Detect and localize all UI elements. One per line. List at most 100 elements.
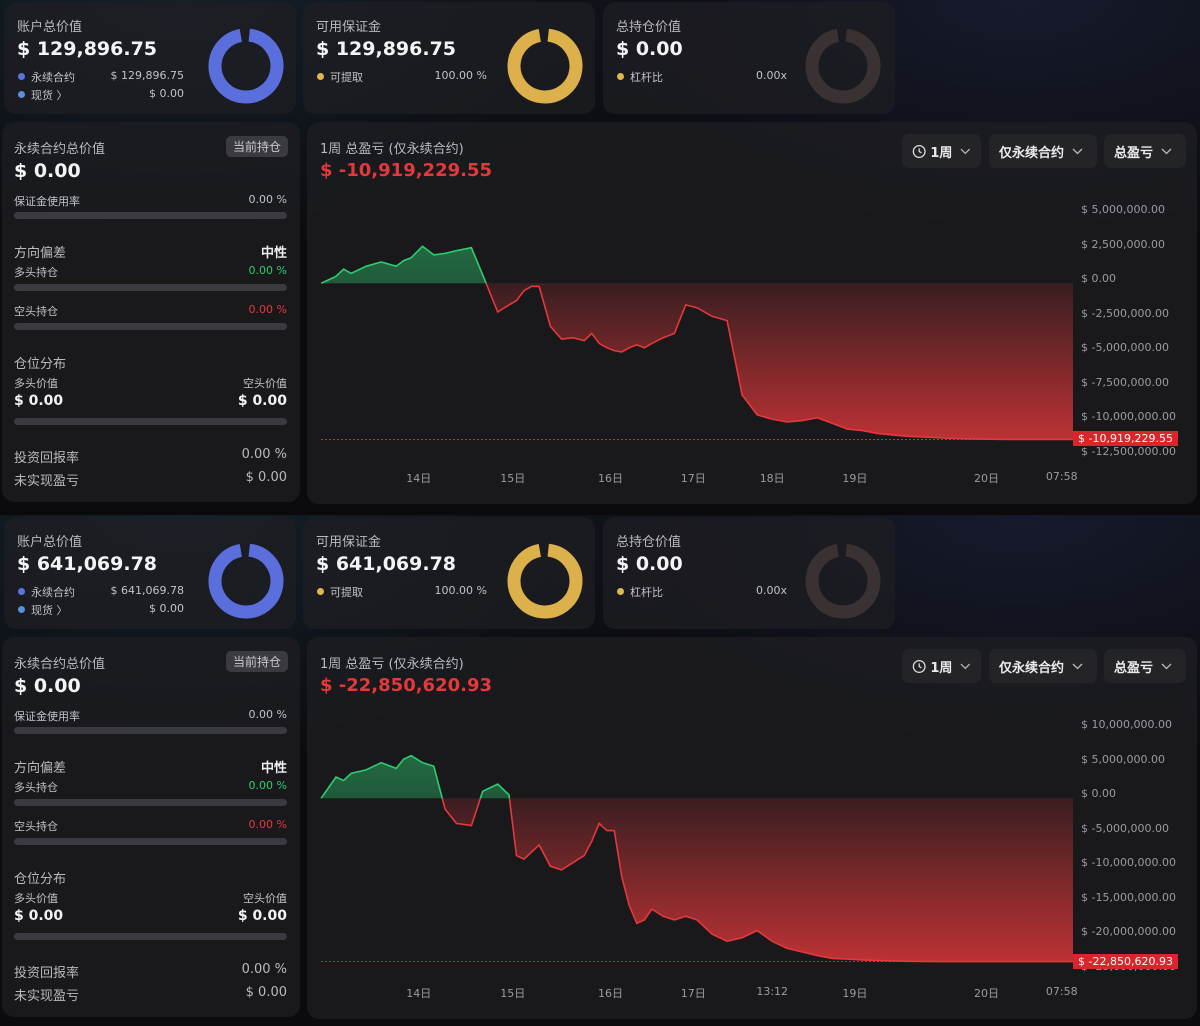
y-tick-label: $ -15,000,000.00: [1081, 890, 1176, 904]
legend-value-spot: $ 0.00: [149, 87, 184, 100]
profit-area: [321, 755, 510, 799]
position-donut-chart: [805, 28, 881, 104]
account-value: $ 641,069.78: [17, 553, 158, 575]
total-position-title: 总持仓价值: [616, 20, 682, 35]
scope-dropdown[interactable]: 仅永续合约: [989, 134, 1097, 168]
account-donut-chart: [208, 543, 284, 619]
long-position-label: 多头持仓: [14, 266, 58, 279]
long-position-bar: [14, 799, 287, 806]
margin-usage-bar: [14, 727, 287, 734]
pnl-area-chart: [320, 754, 1073, 963]
y-tick-label: $ 2,500,000.00: [1081, 237, 1165, 251]
perp-total-title: 永续合约总价值: [14, 657, 106, 672]
legend-value-perp: $ 641,069.78: [110, 584, 184, 597]
available-margin-value: $ 129,896.75: [316, 38, 457, 60]
pnl-total-value: $ -22,850,620.93: [320, 675, 493, 696]
short-position-bar: [14, 323, 287, 330]
legend-label-spot-link[interactable]: 现货 〉: [31, 89, 68, 102]
margin-usage-value: 0.00 %: [248, 708, 287, 721]
screenshot-panel: 账户总价值 $ 129,896.75 永续合约 $ 129,896.75 现货 …: [0, 0, 1200, 511]
period-dropdown[interactable]: 1周: [902, 134, 981, 168]
last-value-chip: $ -22,850,620.93: [1073, 953, 1178, 969]
direction-bias-value: 中性: [260, 246, 287, 261]
roi-value: 0.00 %: [241, 962, 287, 977]
loss-area: [321, 283, 1073, 440]
legend-dot: [617, 73, 624, 80]
perp-total-title: 永续合约总价值: [14, 142, 106, 157]
period-dropdown[interactable]: 1周: [902, 649, 981, 683]
short-position-bar: [14, 838, 287, 845]
legend-value-leverage: 0.00x: [755, 69, 787, 82]
long-value: $ 0.00: [14, 908, 64, 924]
y-tick-label: $ 0.00: [1081, 272, 1116, 286]
short-position-label: 空头持仓: [14, 820, 58, 833]
available-margin-title: 可用保证金: [316, 535, 382, 550]
x-tick-label: 19日: [842, 472, 868, 485]
x-tick-label: 17日: [680, 472, 706, 485]
short-position-label: 空头持仓: [14, 305, 58, 318]
y-tick-label: $ -20,000,000.00: [1081, 925, 1176, 939]
current-positions-button[interactable]: 当前持仓: [225, 136, 288, 157]
available-margin-title: 可用保证金: [316, 20, 382, 35]
account-value-title: 账户总价值: [17, 20, 83, 35]
legend-dot: [18, 606, 25, 613]
perp-summary-card: 永续合约总价值 当前持仓 $ 0.00 保证金使用率 0.00 % 方向偏差 中…: [2, 122, 300, 502]
total-position-card: 总持仓价值 $ 0.00 杠杆比 0.00x: [603, 2, 895, 114]
metric-label: 总盈亏: [1114, 145, 1154, 161]
legend-dot: [18, 588, 25, 595]
chevron-down-icon: [1072, 663, 1083, 669]
short-value: $ 0.00: [237, 393, 287, 409]
legend-value-leverage: 0.00x: [755, 584, 787, 597]
legend-value-withdrawable: 100.00 %: [434, 584, 487, 597]
direction-bias-title: 方向偏差: [14, 761, 67, 776]
account-value-card: 账户总价值 $ 129,896.75 永续合约 $ 129,896.75 现货 …: [4, 2, 296, 114]
loss-area: [321, 798, 1073, 962]
legend-label-spot-link[interactable]: 现货 〉: [31, 604, 68, 617]
available-margin-card: 可用保证金 $ 129,896.75 可提取 100.00 %: [303, 2, 595, 114]
long-value: $ 0.00: [14, 393, 64, 409]
legend-label-leverage: 杠杆比: [630, 586, 663, 599]
legend-dot: [617, 588, 624, 595]
short-position-value: 0.00 %: [248, 303, 287, 316]
x-tick-label: 20日: [974, 987, 1000, 1000]
x-tick-label: 18日: [759, 472, 785, 485]
available-margin-value: $ 641,069.78: [316, 553, 457, 575]
last-value-chip: $ -10,919,229.55: [1073, 431, 1178, 447]
long-position-value: 0.00 %: [248, 779, 287, 792]
clock-icon: [912, 144, 926, 158]
account-donut-chart: [208, 28, 284, 104]
x-tick-label: 07:58: [1045, 985, 1078, 998]
legend-value-perp: $ 129,896.75: [110, 69, 184, 82]
y-tick-label: $ -12,500,000.00: [1081, 445, 1176, 458]
pnl-total-value: $ -10,919,229.55: [320, 160, 493, 181]
pnl-chart-card: 1周 总盈亏 (仅永续合约) $ -10,919,229.55 1周 仅永续合约…: [307, 122, 1197, 504]
long-position-bar: [14, 284, 287, 291]
legend-label-withdrawable: 可提取: [330, 71, 363, 84]
metric-dropdown[interactable]: 总盈亏: [1104, 649, 1186, 683]
margin-usage-label: 保证金使用率: [14, 710, 80, 723]
metric-dropdown[interactable]: 总盈亏: [1104, 134, 1186, 168]
clock-icon: [912, 659, 926, 673]
pnl-area-chart: [320, 245, 1073, 441]
chevron-down-icon: [960, 148, 971, 154]
y-tick-label: $ -10,000,000.00: [1081, 410, 1176, 424]
margin-donut-chart: [507, 28, 583, 104]
legend-value-spot: $ 0.00: [149, 602, 184, 615]
legend-value-withdrawable: 100.00 %: [434, 69, 487, 82]
x-tick-label: 15日: [500, 472, 526, 485]
short-position-value: 0.00 %: [248, 818, 287, 831]
perp-total-value: $ 0.00: [14, 160, 81, 182]
direction-bias-value: 中性: [260, 761, 287, 776]
direction-bias-title: 方向偏差: [14, 246, 67, 261]
scope-dropdown[interactable]: 仅永续合约: [989, 649, 1097, 683]
margin-usage-value: 0.00 %: [248, 193, 287, 206]
period-label: 1周: [930, 660, 953, 676]
chevron-down-icon: [1072, 148, 1083, 154]
current-positions-button[interactable]: 当前持仓: [225, 651, 288, 672]
total-position-card: 总持仓价值 $ 0.00 杠杆比 0.00x: [603, 517, 895, 629]
short-value-label: 空头价值: [243, 377, 287, 390]
legend-dot: [317, 588, 324, 595]
unrealized-pnl-value: $ 0.00: [245, 470, 287, 485]
scope-label: 仅永续合约: [999, 660, 1065, 676]
y-tick-label: $ -2,500,000.00: [1081, 306, 1169, 320]
